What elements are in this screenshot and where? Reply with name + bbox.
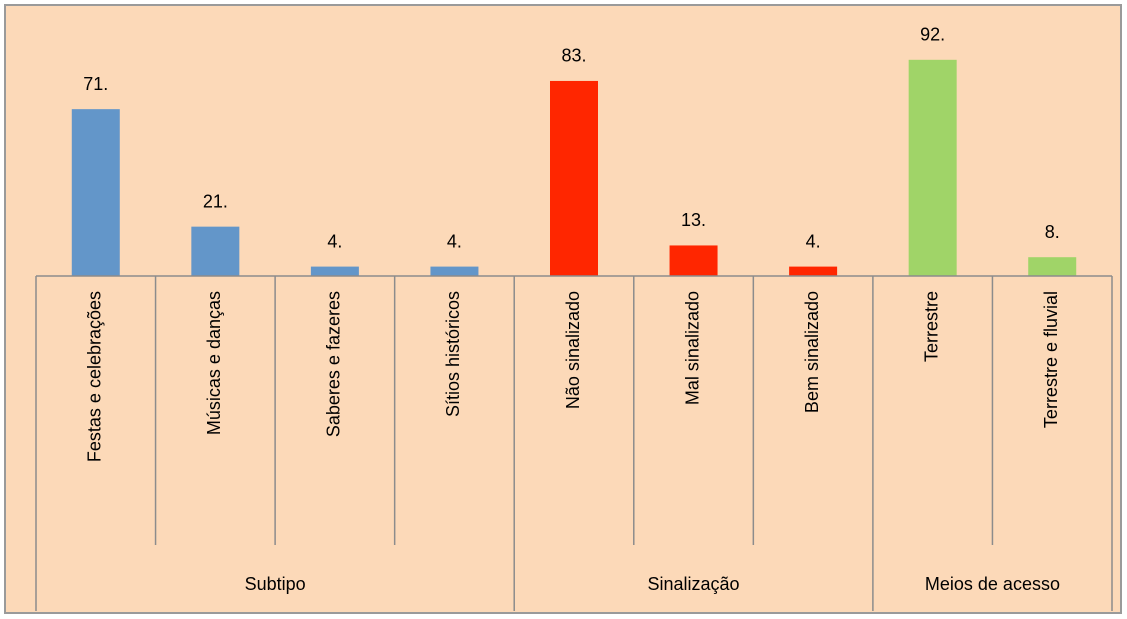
x-tick-label: Saberes e fazeres <box>324 291 344 437</box>
x-tick-label: Sítios históricos <box>443 291 463 417</box>
value-label: 8. <box>1045 222 1060 242</box>
x-tick-label: Terrestre e fluvial <box>1041 291 1061 428</box>
value-label: 4. <box>327 231 342 251</box>
value-label: 4. <box>806 231 821 251</box>
x-tick-label: Terrestre <box>921 291 941 362</box>
bar <box>430 266 479 276</box>
group-label: Meios de acesso <box>925 574 1060 594</box>
bar <box>550 80 598 276</box>
bar <box>310 266 359 276</box>
value-label: 4. <box>447 231 462 251</box>
bar <box>191 226 240 276</box>
value-label: 83. <box>561 46 586 66</box>
x-tick-label: Festas e celebrações <box>85 291 105 462</box>
x-tick-label: Mal sinalizado <box>682 291 702 405</box>
group-label: Subtipo <box>245 574 306 594</box>
bar <box>789 266 838 276</box>
x-tick-label: Músicas e danças <box>204 291 224 435</box>
bar <box>1028 257 1077 276</box>
bar <box>669 245 718 276</box>
x-tick-label: Não sinalizado <box>563 291 583 409</box>
value-label: 21. <box>203 191 228 211</box>
value-label: 13. <box>681 210 706 230</box>
value-label: 71. <box>83 74 108 94</box>
value-label: 92. <box>920 25 945 45</box>
bar <box>908 59 957 276</box>
bar <box>71 109 120 277</box>
group-label: Sinalização <box>648 574 740 594</box>
x-tick-label: Bem sinalizado <box>802 291 822 413</box>
